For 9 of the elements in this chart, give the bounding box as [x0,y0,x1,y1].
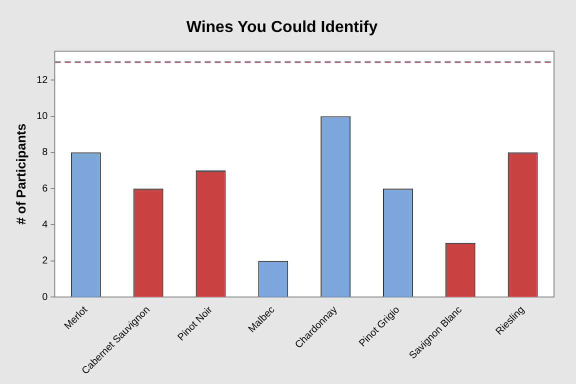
y-tick-label: 4 [42,219,48,230]
y-tick-label: 2 [42,256,48,267]
y-axis-title: # of Participants [13,124,28,225]
y-tick-label: 10 [36,111,48,122]
y-tick-label: 8 [42,147,48,158]
y-tick-label: 0 [42,292,48,303]
y-tick-label: 6 [42,183,48,194]
chart-title: Wines You Could Identify [186,19,378,36]
y-tick-label: 12 [36,74,48,86]
